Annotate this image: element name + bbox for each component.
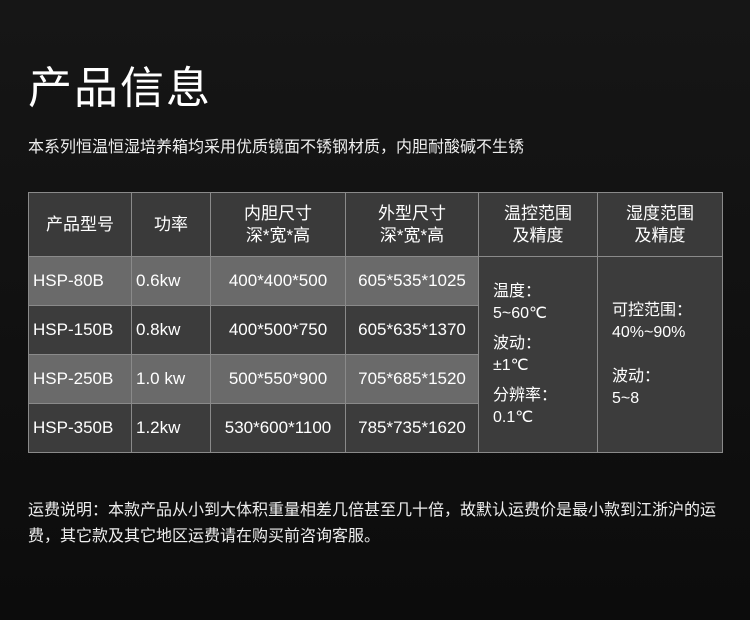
shipping-note: 运费说明：本款产品从小到大体积重量相差几倍甚至几十倍，故默认运费价是最小款到江浙… <box>28 500 717 545</box>
header-temp: 温控范围 及精度 <box>478 192 598 257</box>
humidity-spec-cell: 可控范围： 40%~90% 波动： 5~8 <box>597 256 723 453</box>
page-title: 产品信息 <box>28 63 212 114</box>
power-cell: 1.0 kw <box>131 354 211 404</box>
header-inner-size: 内胆尺寸 深*宽*高 <box>210 192 346 257</box>
model-cell: HSP-350B <box>28 403 132 453</box>
outer-size-cell: 705*685*1520 <box>345 354 479 404</box>
model-cell: HSP-80B <box>28 256 132 306</box>
table-row: HSP-150B 0.8kw 400*500*750 605*635*1370 <box>28 305 723 355</box>
header-humidity: 湿度范围 及精度 <box>597 192 723 257</box>
temp-spec-cell: 温度： 5~60℃ 波动： ±1℃ 分辨率： 0.1℃ <box>478 256 598 453</box>
power-cell: 0.8kw <box>131 305 211 355</box>
header-row: 产品型号 功率 内胆尺寸 深*宽*高 外型尺寸 深*宽*高 温控范围 及精度 湿度范围… <box>28 192 723 257</box>
table-row: HSP-250B 1.0 kw 500*550*900 705*685*1520 <box>28 354 723 404</box>
power-cell: 1.2kw <box>131 403 211 453</box>
power-cell: 0.6kw <box>131 256 211 306</box>
model-cell: HSP-250B <box>28 354 132 404</box>
outer-size-cell: 605*535*1025 <box>345 256 479 306</box>
outer-size-cell: 785*735*1620 <box>345 403 479 453</box>
inner-size-cell: 500*550*900 <box>210 354 346 404</box>
header-power: 功率 <box>131 192 211 257</box>
inner-size-cell: 400*400*500 <box>210 256 346 306</box>
table-row: HSP-350B 1.2kw 530*600*1100 785*735*1620 <box>28 403 723 453</box>
inner-size-cell: 530*600*1100 <box>210 403 346 453</box>
header-outer-size: 外型尺寸 深*宽*高 <box>345 192 479 257</box>
outer-size-cell: 605*635*1370 <box>345 305 479 355</box>
table-row: HSP-80B 0.6kw 400*400*500 605*535*1025 温… <box>28 256 723 453</box>
subtitle: 本系列恒温恒湿培养箱均采用优质镜面不锈钢材质，内胆耐酸碱不生锈 <box>28 137 525 156</box>
spec-table: 产品型号 功率 内胆尺寸 深*宽*高 外型尺寸 深*宽*高 温控范围 及精度 湿度范围… <box>28 192 723 453</box>
header-model: 产品型号 <box>28 192 132 257</box>
inner-size-cell: 400*500*750 <box>210 305 346 355</box>
model-cell: HSP-150B <box>28 305 132 355</box>
